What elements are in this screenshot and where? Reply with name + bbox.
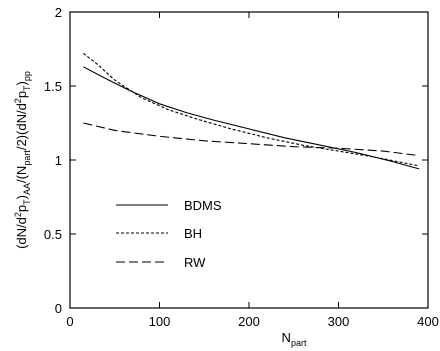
x-tick-label: 400 [417, 314, 439, 329]
y-axis-label-part: p [14, 205, 29, 212]
legend-label-bh: BH [184, 226, 202, 241]
y-axis-label-part: AA [22, 183, 32, 195]
y-axis-label-part: part [22, 150, 32, 166]
y-axis-label: (dN/d2pT)AA/(Npart/2)(dN/d2pT)pp [13, 71, 32, 249]
x-axis-label: Npart [282, 330, 307, 348]
legend-label-bdms: BDMS [184, 198, 222, 213]
legend: BDMS BH RW [116, 198, 222, 270]
y-axis-label-part: p [14, 91, 29, 98]
x-tick-label: 200 [238, 314, 260, 329]
y-axis-label-part: (dN/d [14, 217, 29, 249]
y-axis-label-part: ) [14, 81, 29, 85]
ticks: 0 100 200 300 400 0 0.5 1 1.5 2 [44, 5, 439, 329]
y-tick-label: 0.5 [44, 227, 62, 242]
y-axis-label-part: T [22, 85, 32, 91]
plot-frame [69, 11, 429, 309]
y-axis-label-part: /(N [14, 166, 29, 183]
series-line-bdms [83, 66, 420, 170]
y-tick-label: 1.5 [44, 79, 62, 94]
y-axis-label-part: T [22, 199, 32, 205]
y-axis-label-part: 2 [13, 212, 23, 217]
series-lines [83, 52, 420, 170]
y-tick-label: 0 [55, 301, 62, 316]
x-tick-label: 300 [328, 314, 350, 329]
y-axis-label-part: ) [14, 195, 29, 199]
x-axis-label-sub: part [291, 338, 307, 348]
y-axis-label-part: /2)(dN/d [14, 103, 29, 150]
y-axis-label-part: 2 [13, 98, 23, 103]
x-axis-label-main: N [282, 330, 291, 345]
legend-label-rw: RW [184, 255, 206, 270]
y-axis-label-part: pp [22, 71, 32, 81]
series-line-bh [83, 52, 420, 167]
x-tick-label: 100 [149, 314, 171, 329]
x-tick-label: 0 [66, 314, 73, 329]
y-tick-label: 2 [55, 5, 62, 20]
y-tick-label: 1 [55, 153, 62, 168]
series-line-rw [83, 122, 420, 157]
